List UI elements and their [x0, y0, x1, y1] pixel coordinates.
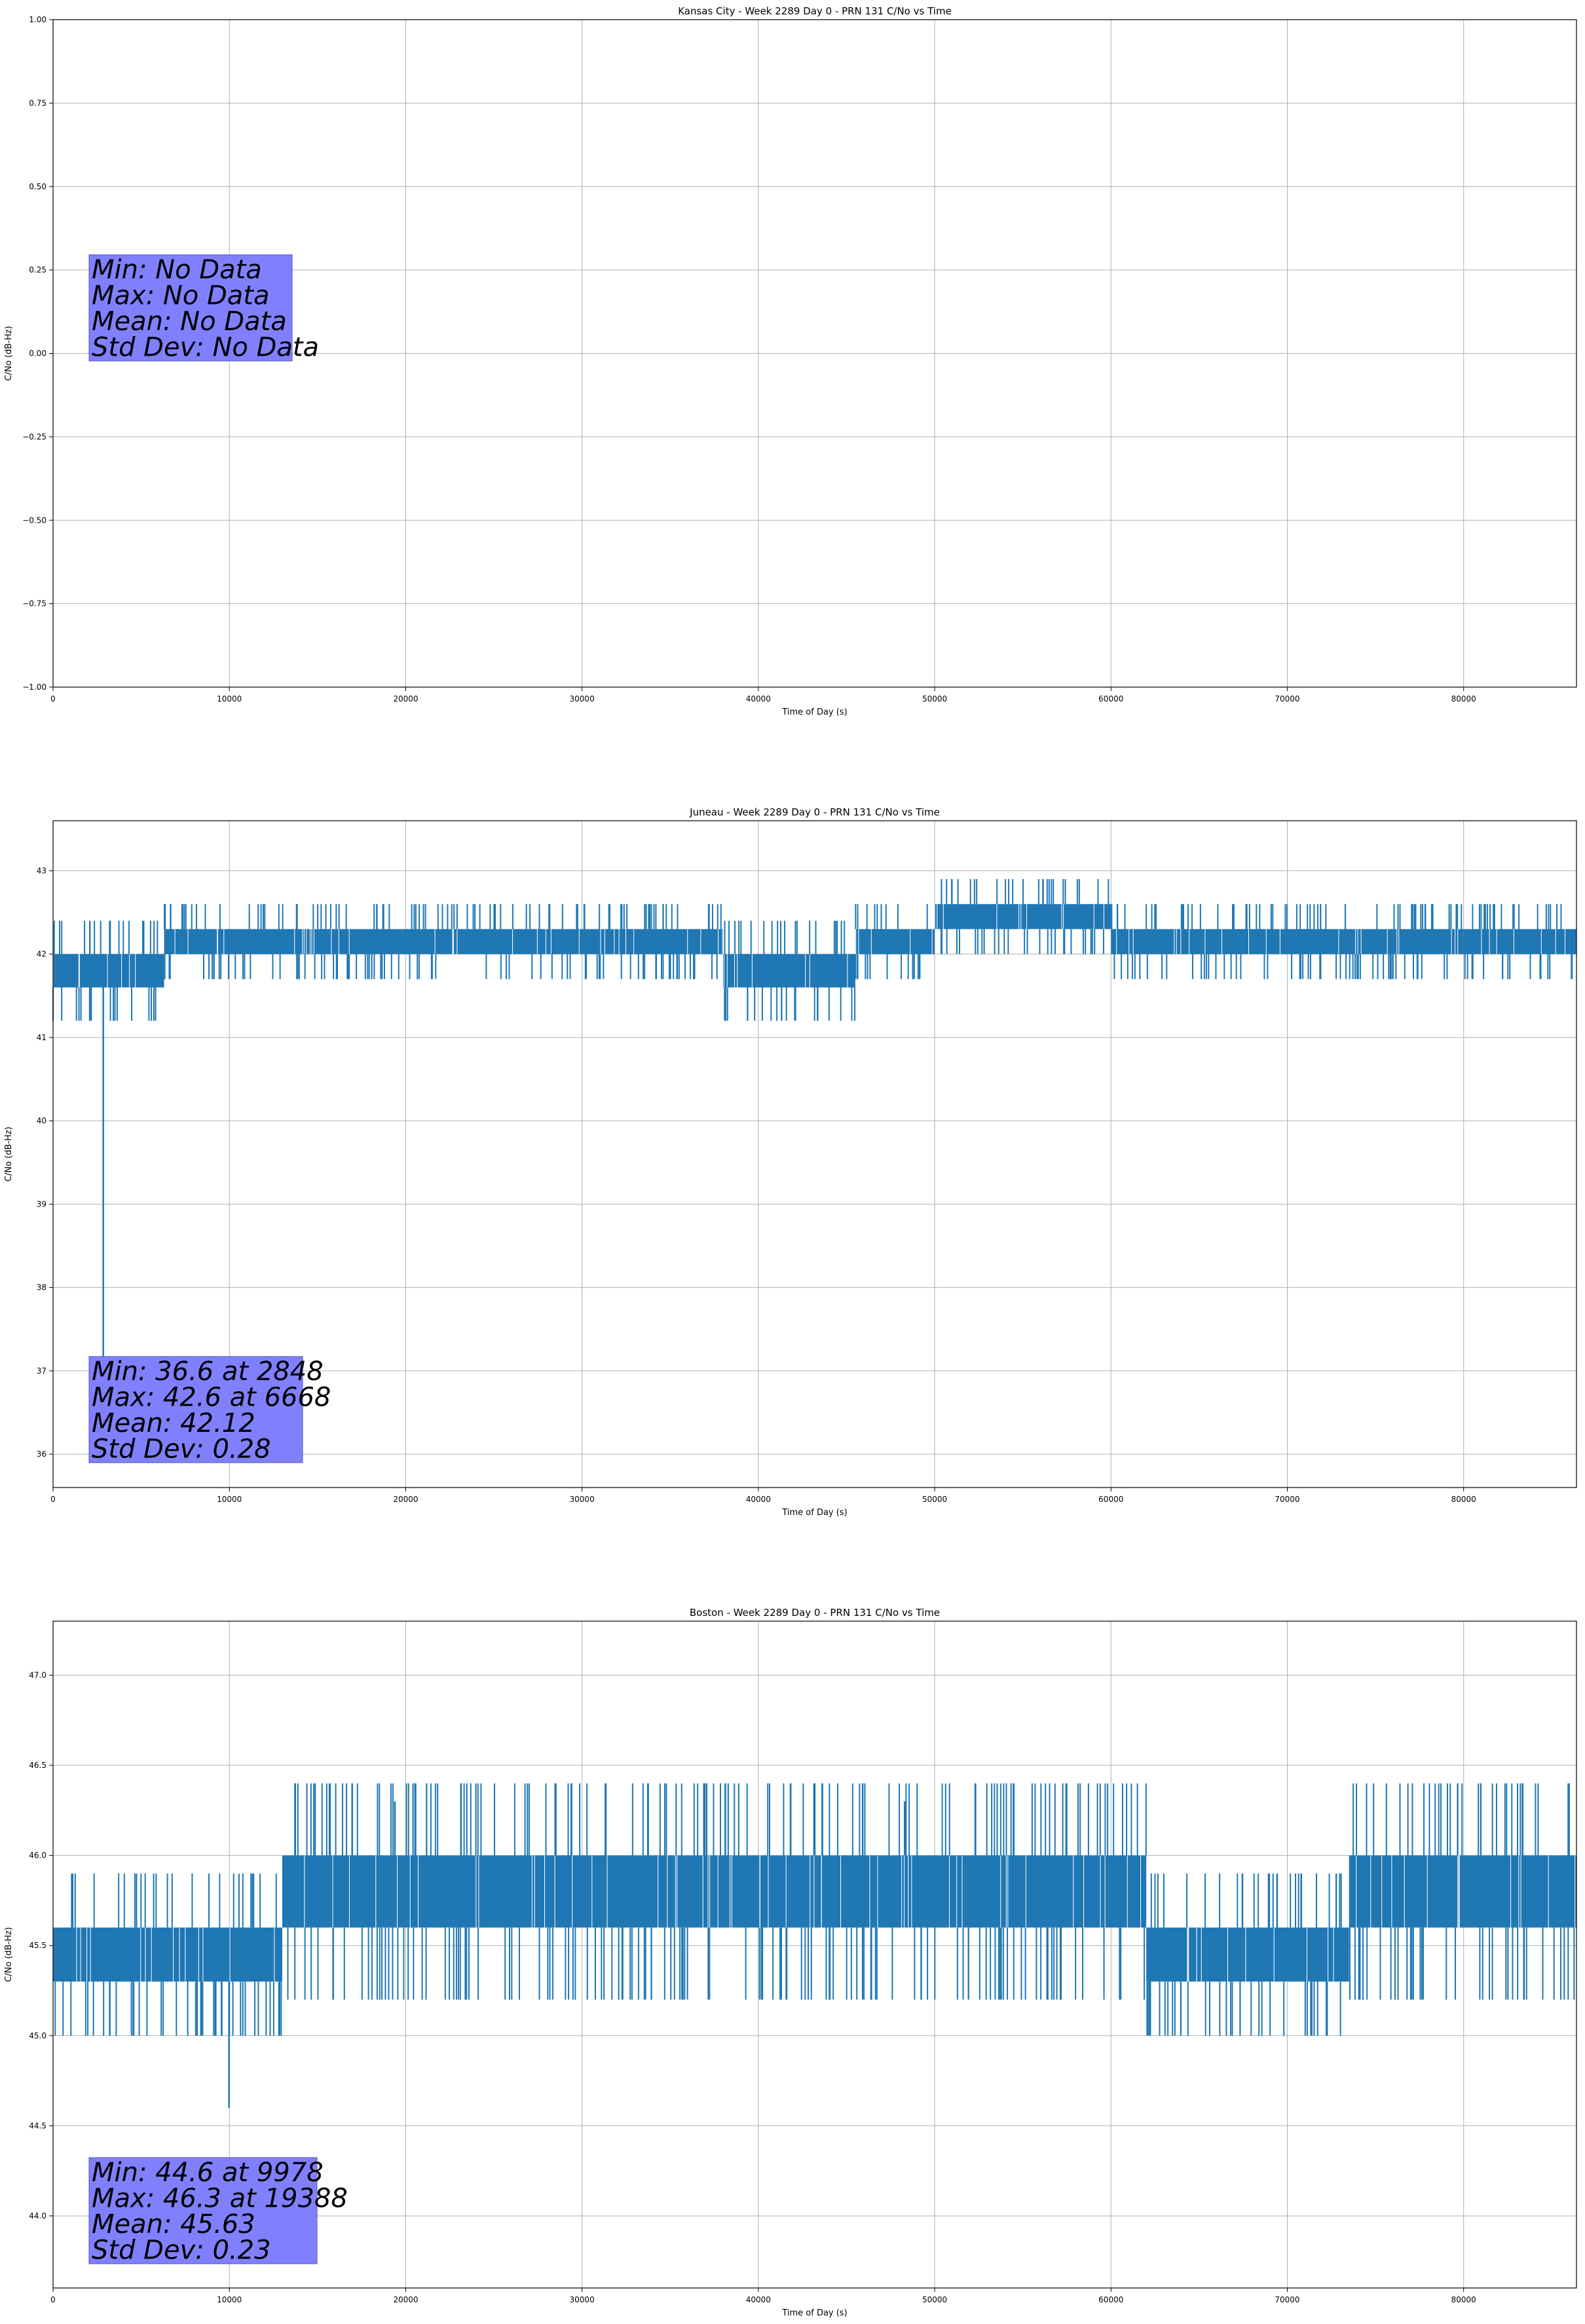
- y-tick-label: 36: [37, 1450, 47, 1459]
- x-tick-label: 40000: [746, 2295, 771, 2304]
- x-tick-label: 70000: [1275, 694, 1299, 703]
- x-tick-label: 30000: [570, 2295, 595, 2304]
- stats-line: Min: 36.6 at 2848: [92, 1357, 324, 1387]
- x-axis-label: Time of Day (s): [781, 1508, 847, 1518]
- series-band: [855, 929, 935, 954]
- x-axis-label: Time of Day (s): [781, 2308, 847, 2318]
- series-band: [723, 954, 855, 988]
- stats-box: [88, 1356, 303, 1463]
- y-tick-label: 44.5: [29, 2121, 47, 2130]
- x-tick-label: 50000: [922, 1495, 947, 1504]
- y-axis-label: C/No (dB-Hz): [4, 1927, 14, 1982]
- axes-frame: [52, 19, 1577, 688]
- series-band: [53, 1927, 282, 1982]
- y-tick-label: 43: [37, 866, 47, 875]
- stats-line: Std Dev: No Data: [92, 333, 319, 363]
- stats-line: Std Dev: 0.28: [92, 1434, 271, 1465]
- x-axis-label: Time of Day (s): [781, 707, 847, 717]
- y-axis-label: C/No (dB-Hz): [4, 1127, 14, 1182]
- chart-title: Boston - Week 2289 Day 0 - PRN 131 C/No …: [690, 1607, 940, 1619]
- series-band: [1349, 1855, 1576, 1928]
- x-tick-label: 0: [50, 2295, 56, 2304]
- stats-line: Std Dev: 0.23: [92, 2236, 271, 2266]
- x-tick-label: 0: [50, 694, 56, 703]
- y-tick-label: 38: [37, 1283, 47, 1292]
- x-tick-label: 30000: [570, 1495, 595, 1504]
- series-line: [52, 879, 1576, 1404]
- x-tick-label: 70000: [1275, 2295, 1299, 2304]
- stats-line: Mean: No Data: [92, 307, 287, 337]
- x-tick-label: 60000: [1098, 694, 1123, 703]
- x-tick-label: 70000: [1275, 1495, 1299, 1504]
- x-tick-label: 40000: [746, 694, 771, 703]
- stats-line: Mean: 45.63: [92, 2209, 255, 2240]
- x-tick-label: 40000: [746, 1495, 771, 1504]
- y-tick-label: 45.0: [29, 2031, 47, 2040]
- stats-line: Mean: 42.12: [92, 1408, 255, 1438]
- series-band: [935, 904, 1111, 929]
- chart-panel-1: 0 10000 20000 30000 40000 50000 60000 70000 8000…: [4, 5, 1577, 717]
- chart-panel-3: 0 10000 20000 30000 40000 50000 60000 70000 8000…: [4, 1607, 1577, 2318]
- y-tick-label: 45.5: [29, 1941, 47, 1950]
- axes-frame: [52, 820, 1577, 1488]
- chart-panel-2: 0 10000 20000 30000 40000 50000 60000 70000 8000…: [4, 806, 1577, 1518]
- series-band: [1146, 1927, 1349, 1982]
- stats-line: Max: No Data: [92, 281, 270, 311]
- y-tick-label: 0.75: [29, 98, 47, 107]
- x-tick-label: 80000: [1451, 694, 1476, 703]
- stats-box: [88, 2157, 318, 2264]
- series-band: [282, 1855, 908, 1928]
- series-band: [402, 929, 724, 954]
- series-band: [908, 1855, 1147, 1928]
- stats-line: Min: 44.6 at 9978: [92, 2158, 324, 2188]
- y-tick-label: 47.0: [29, 1671, 47, 1680]
- stats-line: Max: 46.3 at 19388: [92, 2184, 348, 2214]
- y-axis-label: C/No (dB-Hz): [4, 326, 14, 381]
- y-tick-label: −0.75: [22, 599, 47, 609]
- x-tick-label: 10000: [217, 1495, 242, 1504]
- chart-title: Juneau - Week 2289 Day 0 - PRN 131 C/No …: [689, 806, 940, 818]
- y-tick-label: 46.0: [29, 1851, 47, 1860]
- y-tick-label: −0.25: [22, 432, 47, 441]
- y-tick-label: 39: [37, 1199, 47, 1209]
- chart-title: Kansas City - Week 2289 Day 0 - PRN 131 …: [678, 5, 952, 17]
- y-tick-label: 42: [37, 950, 47, 959]
- axes-frame: [52, 1621, 1577, 2289]
- y-tick-label: 44.0: [29, 2211, 47, 2221]
- y-tick-label: 37: [37, 1366, 47, 1376]
- y-tick-label: 0.00: [29, 349, 47, 358]
- x-tick-label: 0: [50, 1495, 56, 1504]
- x-tick-label: 20000: [393, 1495, 418, 1504]
- y-tick-label: 1.00: [29, 15, 47, 24]
- x-tick-label: 60000: [1098, 2295, 1123, 2304]
- x-tick-label: 10000: [217, 2295, 242, 2304]
- x-tick-label: 60000: [1098, 1495, 1123, 1504]
- stats-box: [88, 254, 293, 362]
- y-tick-label: −0.50: [22, 515, 47, 525]
- series-band: [164, 929, 403, 954]
- x-tick-label: 80000: [1451, 1495, 1476, 1504]
- x-tick-label: 80000: [1451, 2295, 1476, 2304]
- y-tick-label: 46.5: [29, 1761, 47, 1770]
- x-tick-label: 20000: [393, 2295, 418, 2304]
- y-tick-label: 40: [37, 1116, 47, 1125]
- series-band: [1111, 929, 1464, 954]
- stats-line: Min: No Data: [92, 255, 262, 285]
- y-tick-label: 41: [37, 1033, 47, 1042]
- x-tick-label: 30000: [570, 694, 595, 703]
- series-line: [53, 1783, 1576, 2108]
- x-tick-label: 50000: [922, 694, 947, 703]
- series-band: [53, 954, 164, 988]
- x-tick-label: 50000: [922, 2295, 947, 2304]
- x-tick-label: 20000: [393, 694, 418, 703]
- y-tick-label: 0.50: [29, 182, 47, 191]
- y-tick-label: 0.25: [29, 265, 47, 274]
- y-tick-label: −1.00: [22, 683, 47, 692]
- x-tick-label: 10000: [217, 694, 242, 703]
- series-band: [1463, 929, 1576, 954]
- stats-line: Max: 42.6 at 6668: [92, 1383, 331, 1413]
